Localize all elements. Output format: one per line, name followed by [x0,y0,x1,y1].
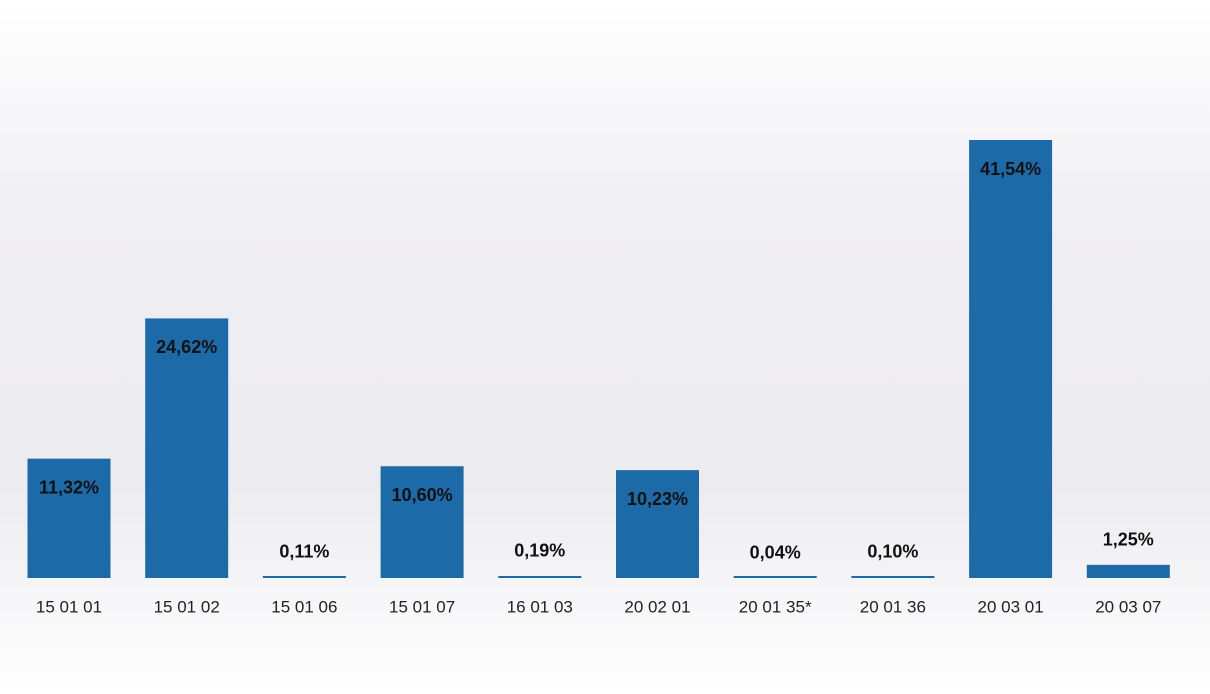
x-tick-label: 20 01 36 [860,597,926,616]
value-label: 10,60% [392,485,453,505]
x-tick-label: 20 02 01 [624,597,690,616]
bar [1086,564,1170,578]
x-tick-label: 15 01 06 [271,597,337,616]
bar [27,458,111,578]
x-tick-label: 15 01 07 [389,597,455,616]
value-label: 0,19% [514,541,565,561]
bar [262,576,346,578]
x-tick-label: 15 01 01 [36,597,102,616]
value-label: 24,62% [156,337,217,357]
value-label: 0,11% [279,542,329,562]
bar [498,575,582,578]
value-label: 0,04% [750,542,801,562]
bar [733,576,817,578]
x-tick-label: 16 01 03 [507,597,573,616]
bar [145,318,229,578]
x-tick-label: 20 03 01 [978,597,1044,616]
bar [380,466,464,578]
value-label: 1,25% [1103,530,1154,550]
value-label: 0,10% [867,542,918,562]
bar [969,140,1053,578]
value-label: 10,23% [627,489,688,509]
bar [851,576,935,578]
x-tick-label: 20 01 35* [739,597,812,616]
x-tick-label: 20 03 07 [1095,597,1161,616]
x-tick-label: 15 01 02 [154,597,220,616]
value-label: 41,54% [980,159,1041,179]
value-label: 11,32% [39,477,99,497]
bar [616,470,699,578]
